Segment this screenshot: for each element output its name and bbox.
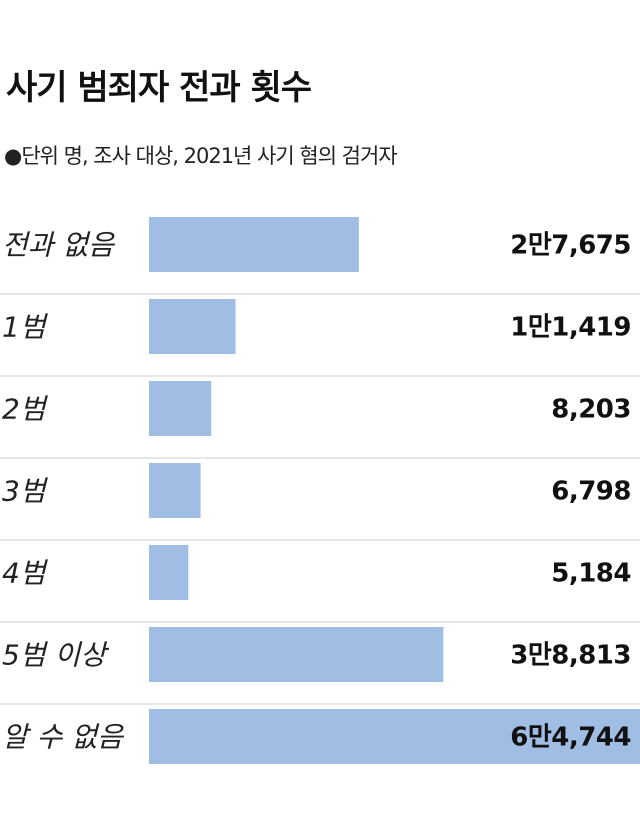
category-label: 3범 xyxy=(2,475,49,508)
category-label: 전과 없음 xyxy=(2,229,115,262)
chart-subtitle: ●단위 명, 조사 대상, 2021년 사기 혐의 검거자 xyxy=(4,144,398,168)
bar-0 xyxy=(149,217,359,272)
bar-4 xyxy=(149,545,189,600)
value-label: 8,203 xyxy=(551,395,631,425)
value-label: 2만7,675 xyxy=(510,231,631,261)
category-label: 1범 xyxy=(2,311,49,344)
value-label: 6만4,744 xyxy=(510,723,631,753)
value-label: 1만1,419 xyxy=(510,313,631,343)
bar-2 xyxy=(149,381,212,436)
value-label: 3만8,813 xyxy=(510,641,631,671)
category-label: 4범 xyxy=(2,557,49,590)
chart-title: 사기 범죄자 전과 횟수 xyxy=(6,68,312,108)
category-label: 알 수 없음 xyxy=(2,721,124,754)
bar-5 xyxy=(149,627,444,682)
value-label: 5,184 xyxy=(551,559,631,589)
bar-3 xyxy=(149,463,201,518)
bar-6 xyxy=(149,709,640,764)
category-label: 5범 이상 xyxy=(2,639,109,672)
bar-1 xyxy=(149,299,236,354)
category-label: 2범 xyxy=(2,393,49,426)
value-label: 6,798 xyxy=(551,477,631,507)
